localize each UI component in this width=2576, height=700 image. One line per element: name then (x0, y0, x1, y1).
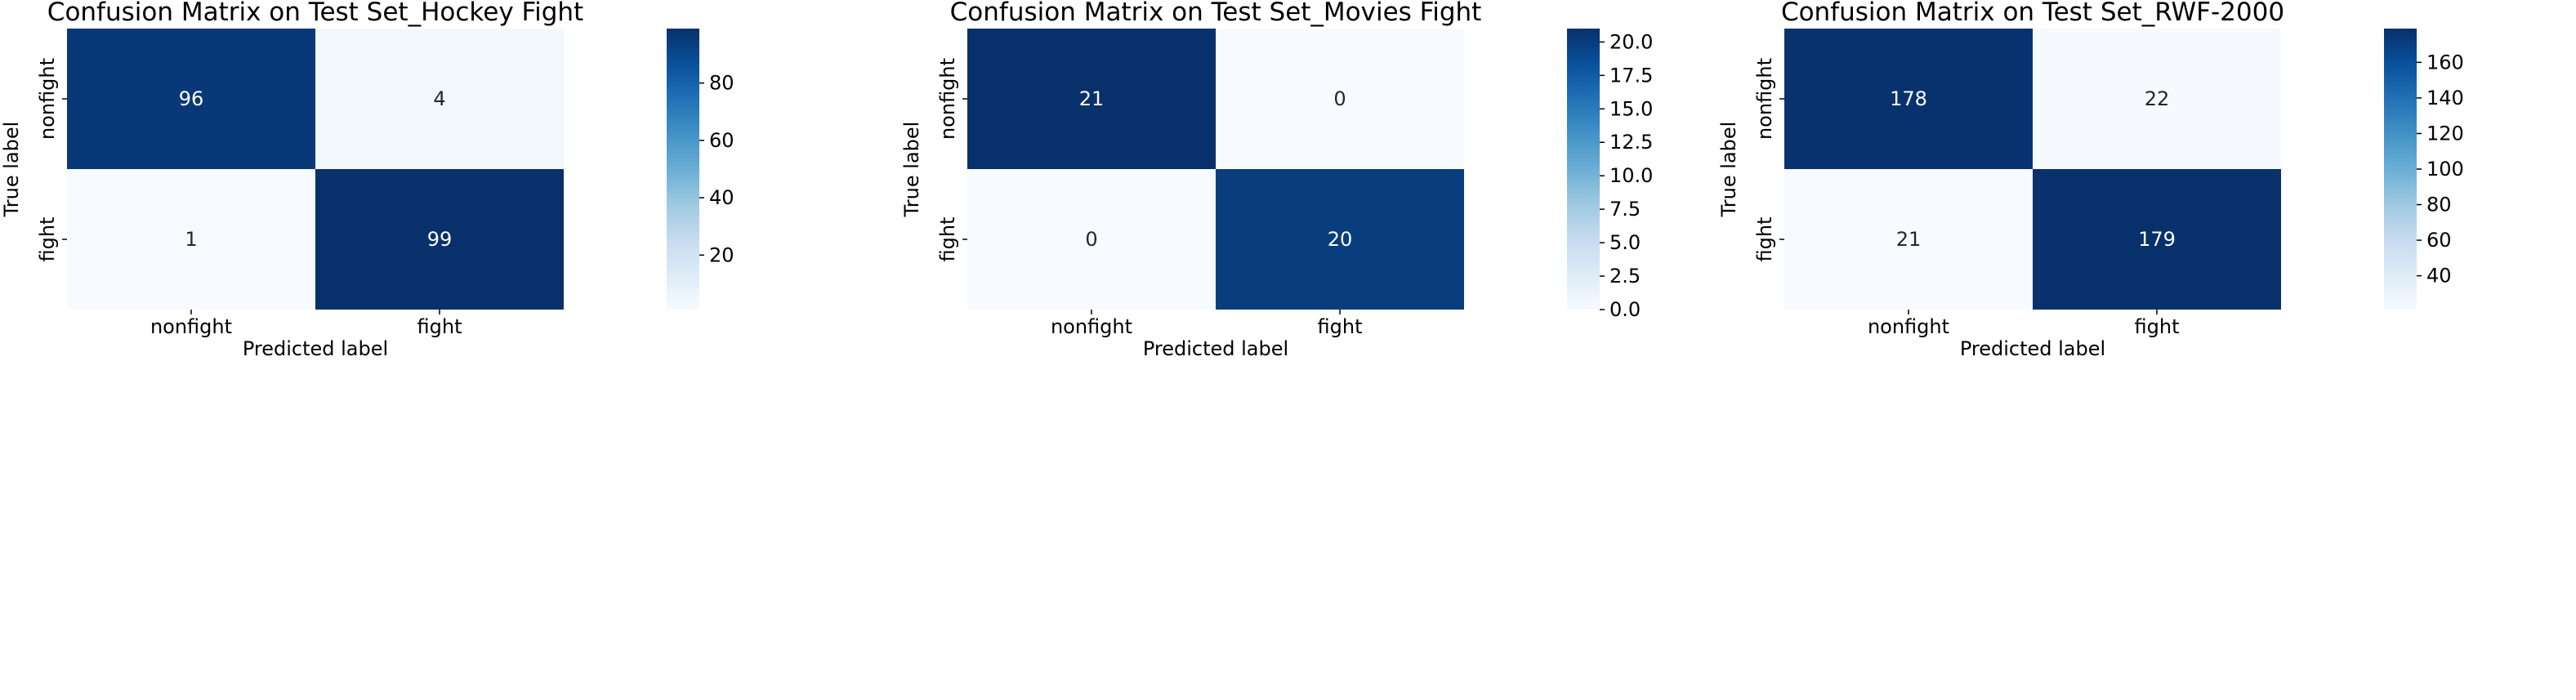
cell-value-label: 96 (179, 87, 204, 110)
colorbar-tick-label: 80 (2426, 194, 2452, 216)
x-tick-label: nonfight (150, 315, 232, 338)
y-tick-label: nonfight (36, 58, 59, 140)
x-tick-label: fight (417, 315, 462, 338)
colorbar (667, 29, 699, 310)
colorbar-tick-label: 5.0 (1609, 231, 1641, 254)
x-axis-label: Predicted label (1960, 337, 2105, 360)
heatmap-cell (315, 29, 564, 169)
chart-title: Confusion Matrix on Test Set_RWF-2000 (1781, 0, 2284, 27)
colorbar-tick-label: 0.0 (1609, 298, 1641, 321)
colorbar-tick-label: 120 (2426, 122, 2464, 145)
confusion-matrix-panel-hockey: Confusion Matrix on Test Set_Hockey Figh… (0, 0, 859, 700)
x-tick-label: fight (1318, 315, 1363, 338)
colorbar-tick-label: 2.5 (1609, 265, 1641, 288)
heatmap-cell (967, 169, 1216, 310)
colorbar-tick-label: 15.0 (1609, 97, 1653, 120)
x-axis-label: Predicted label (1143, 337, 1288, 360)
colorbar-tick-label: 80 (709, 72, 734, 95)
heatmap-cell (2033, 29, 2281, 169)
y-tick-label: fight (936, 217, 959, 262)
heatmap-cell (1216, 29, 1464, 169)
heatmap-cell (1216, 169, 1464, 310)
colorbar (2384, 29, 2417, 310)
colorbar-tick-label: 40 (709, 186, 734, 209)
cell-value-label: 21 (1079, 87, 1105, 110)
cell-value-label: 20 (1328, 228, 1353, 251)
x-tick-label: nonfight (1051, 315, 1132, 338)
heatmap-chart: Confusion Matrix on Test Set_Hockey Figh… (0, 0, 734, 360)
heatmap-cell (67, 169, 315, 310)
heatmap-cell (2033, 169, 2281, 310)
colorbar-tick-label: 160 (2426, 51, 2464, 74)
heatmap-cell (67, 29, 315, 169)
y-tick-label: fight (1753, 217, 1776, 262)
cell-value-label: 179 (2138, 228, 2176, 251)
y-tick-label: nonfight (936, 58, 959, 140)
cell-value-label: 0 (1333, 87, 1346, 110)
colorbar-tick-label: 60 (2426, 229, 2452, 252)
y-axis-label: True label (1717, 122, 1740, 218)
colorbar-tick-label: 140 (2426, 87, 2464, 109)
y-tick-label: fight (36, 217, 59, 262)
y-axis-label: True label (900, 122, 923, 218)
heatmap-cell (315, 169, 564, 310)
confusion-matrix-panel-rwf: Confusion Matrix on Test Set_RWF-2000 178… (1717, 0, 2576, 700)
heatmap-cell (1784, 169, 2033, 310)
confusion-matrix-panel-movies: Confusion Matrix on Test Set_Movies Figh… (900, 0, 1759, 700)
cell-value-label: 4 (433, 87, 445, 110)
colorbar-tick-label: 17.5 (1609, 64, 1653, 87)
colorbar-tick-label: 40 (2426, 265, 2452, 288)
heatmap-chart: Confusion Matrix on Test Set_Movies Figh… (900, 0, 1653, 360)
colorbar-tick-label: 100 (2426, 158, 2464, 181)
cell-value-label: 0 (1085, 228, 1097, 251)
cell-value-label: 178 (1890, 87, 1927, 110)
x-tick-label: fight (2135, 315, 2180, 338)
cell-value-label: 22 (2145, 87, 2170, 110)
colorbar-tick-label: 10.0 (1609, 164, 1653, 187)
cell-value-label: 99 (427, 228, 453, 251)
chart-title: Confusion Matrix on Test Set_Movies Figh… (950, 0, 1482, 27)
chart-title: Confusion Matrix on Test Set_Hockey Figh… (47, 0, 583, 27)
x-tick-label: nonfight (1868, 315, 1949, 338)
cell-value-label: 1 (185, 228, 197, 251)
y-axis-label: True label (0, 122, 23, 218)
colorbar (1567, 29, 1600, 310)
heatmap-chart: Confusion Matrix on Test Set_RWF-2000 178… (1717, 0, 2464, 360)
colorbar-tick-label: 12.5 (1609, 131, 1653, 154)
colorbar-tick-label: 7.5 (1609, 198, 1641, 221)
heatmap-cell (1784, 29, 2033, 169)
cell-value-label: 21 (1896, 228, 1922, 251)
colorbar-tick-label: 20.0 (1609, 30, 1653, 53)
x-axis-label: Predicted label (243, 337, 388, 360)
colorbar-tick-label: 60 (709, 129, 734, 152)
colorbar-tick-label: 20 (709, 243, 734, 266)
heatmap-cell (967, 29, 1216, 169)
y-tick-label: nonfight (1753, 58, 1776, 140)
